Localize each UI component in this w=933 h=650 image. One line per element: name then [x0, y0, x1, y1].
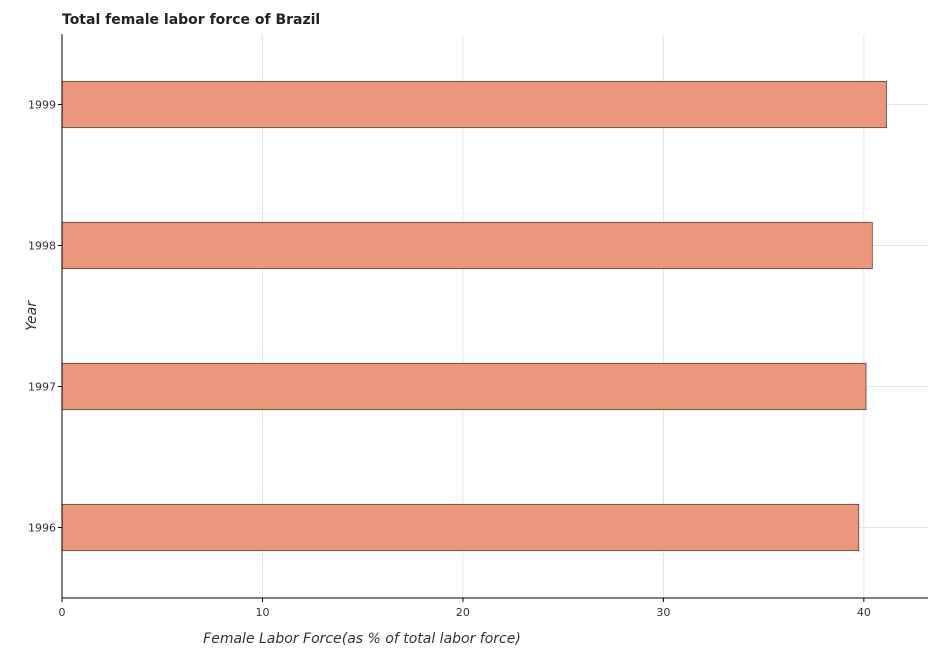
x-tick-label: 20	[456, 606, 470, 619]
y-tick-label: 1999	[28, 99, 56, 112]
x-axis-label: Female Labor Force(as % of total labor f…	[203, 631, 521, 647]
axes	[61, 34, 928, 599]
bars	[61, 80, 887, 552]
y-tick-label: 1997	[28, 381, 56, 394]
bar-1996	[61, 503, 860, 552]
chart-title: Total female labor force of Brazil	[62, 12, 320, 28]
bar-1998	[61, 221, 873, 270]
y-axis-label: Year	[24, 300, 40, 331]
x-tick-label: 10	[255, 606, 269, 619]
bar-1997	[61, 362, 867, 411]
y-tick-label: 1996	[28, 522, 56, 535]
x-tick-label: 40	[857, 606, 871, 619]
tick-labels: 0 10 20 30 40 1996 1997 1998 1999	[28, 99, 871, 620]
bar-1999	[61, 80, 887, 129]
y-tick-label: 1998	[28, 240, 56, 253]
x-tick-label: 30	[656, 606, 670, 619]
x-tick-label: 0	[59, 606, 66, 619]
